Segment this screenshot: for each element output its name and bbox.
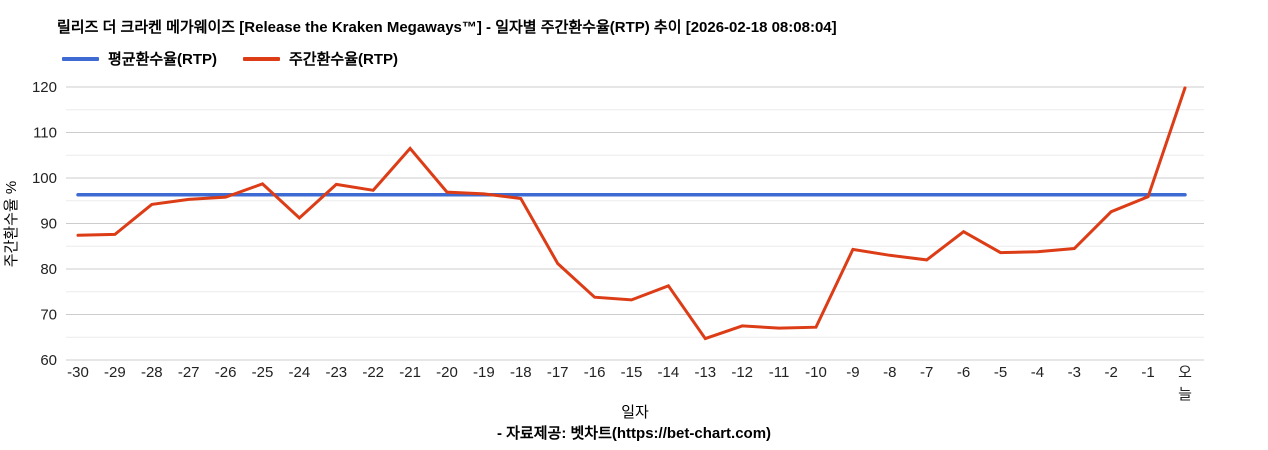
x-tick-label: -8 <box>883 364 896 381</box>
x-tick-label: -9 <box>846 364 859 381</box>
x-tick-label: -11 <box>769 364 790 381</box>
x-tick-label: -3 <box>1068 364 1081 381</box>
x-tick-label: -16 <box>584 364 606 381</box>
chart-title: 릴리즈 더 크라켄 메가웨이즈 [Release the Kraken Mega… <box>57 19 837 36</box>
x-tick-label: -6 <box>957 364 970 381</box>
weekly-rtp-line-swatch <box>243 56 280 61</box>
x-tick-label: -24 <box>289 364 311 381</box>
x-tick-label: -20 <box>436 364 458 381</box>
legend-item-weekly-rtp[interactable]: 주간환수율(RTP) <box>243 48 398 69</box>
chart-legend: 평균환수율(RTP) 주간환수율(RTP) <box>62 48 398 69</box>
y-tick-label: 90 <box>40 216 57 233</box>
y-tick-label: 80 <box>40 261 57 278</box>
gridlines <box>66 86 1204 361</box>
x-tick-label: -18 <box>510 364 532 381</box>
x-tick-label: -30 <box>67 364 89 381</box>
legend-label-average-rtp: 평균환수율(RTP) <box>108 51 217 68</box>
x-tick-label: -19 <box>473 364 495 381</box>
y-tick-label: 60 <box>40 352 57 369</box>
x-axis-tick-labels: -30 -29 -28 -27 -26 -25 -24 -23 -22 -21 -20 -19 -18-… <box>67 364 1192 403</box>
x-tick-label: -12 <box>731 364 753 381</box>
x-tick-label: -22 <box>362 364 384 381</box>
x-tick-label: -13 <box>694 364 716 381</box>
weekly-rtp-line <box>76 86 1187 341</box>
x-tick-label: -21 <box>399 364 421 381</box>
y-axis-title: 주간환수율 % <box>3 181 20 268</box>
x-tick-label: -2 <box>1105 364 1118 381</box>
y-tick-label: 110 <box>33 125 57 142</box>
x-tick-label: -4 <box>1031 364 1044 381</box>
x-tick-label: -10 <box>805 364 827 381</box>
y-axis-tick-labels: 60 70 80 90 100 110 120 <box>32 79 57 369</box>
x-tick-label: -28 <box>141 364 163 381</box>
x-tick-label: -29 <box>104 364 126 381</box>
x-tick-label: -23 <box>325 364 347 381</box>
legend-label-weekly-rtp: 주간환수율(RTP) <box>289 51 398 68</box>
x-tick-label: -15 <box>621 364 643 381</box>
x-axis-title: 일자 <box>621 404 649 421</box>
x-tick-label: -25 <box>252 364 274 381</box>
legend-item-average-rtp[interactable]: 평균환수율(RTP) <box>62 48 217 69</box>
x-tick-label: -17 <box>547 364 569 381</box>
y-tick-label: 100 <box>32 170 57 187</box>
x-tick-label: -7 <box>920 364 933 381</box>
data-source-credit: - 자료제공: 벳차트(https://bet-chart.com) <box>496 425 772 442</box>
average-rtp-line-swatch <box>62 56 99 61</box>
x-tick-label: -26 <box>215 364 237 381</box>
y-tick-label: 120 <box>32 79 57 96</box>
x-tick-label: -27 <box>178 364 200 381</box>
x-tick-label: -14 <box>658 364 680 381</box>
x-tick-label: -5 <box>994 364 1007 381</box>
y-tick-label: 70 <box>40 307 57 324</box>
x-tick-label: -1 <box>1141 364 1154 381</box>
